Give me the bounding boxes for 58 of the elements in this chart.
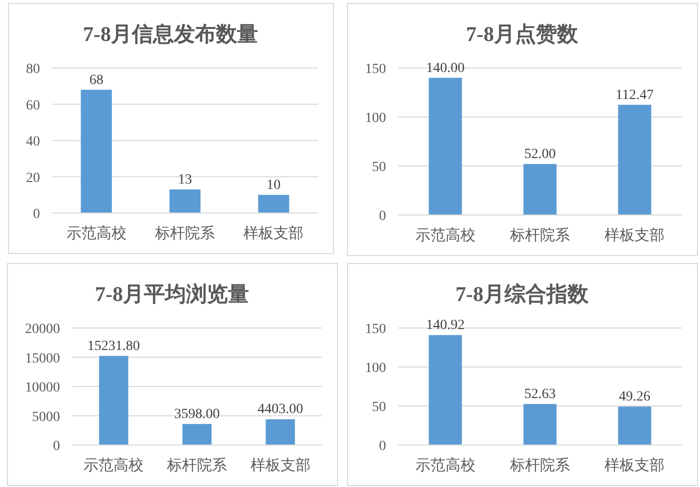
bar (523, 404, 557, 445)
data-label: 52.00 (524, 147, 556, 162)
x-tick-label: 样板支部 (244, 225, 304, 242)
y-tick-label: 5000 (32, 410, 60, 425)
y-tick-label: 20000 (25, 322, 60, 337)
data-label: 15231.80 (87, 338, 140, 354)
bar (618, 104, 652, 215)
bar (618, 406, 652, 445)
data-label: 3598.00 (174, 406, 220, 422)
bar (428, 335, 462, 445)
bar (182, 424, 212, 445)
bar (80, 90, 112, 213)
y-tick-label: 20 (26, 170, 40, 186)
bar (258, 194, 290, 213)
x-tick-label: 示范高校 (415, 227, 476, 244)
bar (169, 189, 201, 213)
x-tick-label: 样板支部 (604, 227, 665, 244)
chart-title: 7-8月点赞数 (466, 22, 579, 46)
data-label: 49.26 (618, 390, 650, 405)
x-tick-label: 标杆院系 (509, 227, 570, 244)
x-tick-label: 样板支部 (250, 457, 310, 474)
x-tick-label: 示范高校 (66, 225, 126, 242)
x-tick-label: 示范高校 (415, 457, 476, 474)
y-tick-label: 50 (372, 400, 386, 415)
y-tick-label: 10000 (25, 380, 60, 396)
y-tick-label: 0 (379, 209, 386, 224)
y-tick-label: 80 (26, 62, 40, 77)
y-tick-label: 15000 (25, 351, 60, 366)
data-label: 4403.00 (258, 402, 304, 418)
y-tick-label: 40 (26, 134, 40, 150)
y-tick-label: 60 (26, 98, 40, 114)
data-label: 112.47 (616, 88, 654, 103)
bar (99, 356, 128, 445)
x-tick-label: 示范高校 (84, 457, 144, 474)
y-tick-label: 150 (365, 322, 386, 337)
x-tick-label: 标杆院系 (154, 225, 215, 242)
x-tick-label: 样板支部 (604, 457, 665, 474)
data-label: 13 (178, 172, 192, 188)
y-tick-label: 100 (365, 111, 386, 126)
bar (428, 78, 462, 215)
y-tick-label: 150 (365, 62, 386, 77)
data-label: 10 (266, 178, 281, 193)
x-tick-label: 标杆院系 (166, 457, 227, 474)
chart-title: 7-8月平均浏览量 (95, 282, 249, 306)
data-label: 140.92 (426, 318, 465, 334)
x-tick-label: 标杆院系 (509, 457, 570, 474)
y-tick-label: 0 (379, 439, 386, 454)
chart-title: 7-8月信息发布数量 (83, 22, 258, 46)
bar (523, 164, 557, 215)
y-tick-label: 0 (53, 439, 60, 454)
bar (266, 419, 295, 445)
data-label: 52.63 (524, 386, 556, 402)
y-tick-label: 0 (33, 207, 40, 222)
data-label: 68 (89, 72, 104, 88)
chart-title: 7-8月综合指数 (456, 282, 590, 306)
y-tick-label: 100 (365, 361, 386, 376)
y-tick-label: 50 (372, 160, 386, 175)
data-label: 140.00 (426, 60, 465, 76)
